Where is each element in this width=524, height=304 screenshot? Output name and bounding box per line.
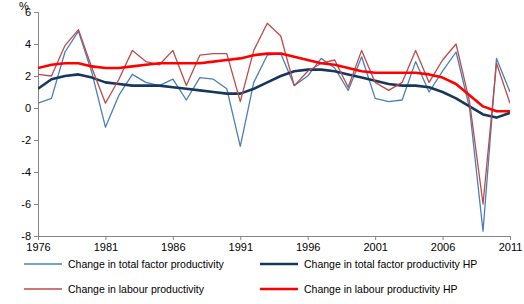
x-tick: 1976 xyxy=(26,236,50,253)
y-tick-mark xyxy=(34,108,38,109)
y-tick-mark xyxy=(34,76,38,77)
legend-label: Change in total factor productivity HP xyxy=(304,258,477,270)
y-tick-label: -2 xyxy=(21,134,31,146)
y-tick-mark xyxy=(34,12,38,13)
y-tick-mark xyxy=(34,172,38,173)
x-tick-mark xyxy=(105,236,106,240)
series-line xyxy=(38,23,510,204)
y-tick-mark xyxy=(34,44,38,45)
x-tick: 1981 xyxy=(94,236,118,253)
y-tick: 0 xyxy=(25,102,38,114)
y-tick-mark xyxy=(34,204,38,205)
y-tick-label: 4 xyxy=(25,38,31,50)
x-tick-label: 1976 xyxy=(26,241,50,253)
lines xyxy=(38,23,510,231)
y-tick: -2 xyxy=(21,134,38,146)
series-line xyxy=(38,31,510,231)
legend: Change in total factor productivity Chang… xyxy=(24,258,477,295)
y-tick: -6 xyxy=(21,198,38,210)
y-axis-line xyxy=(34,13,39,237)
series-line xyxy=(38,54,510,112)
x-tick-label: 2001 xyxy=(363,241,387,253)
legend-swatch xyxy=(260,263,298,266)
x-axis: 1976 1981 1986 1991 1996 2001 2006 2011 xyxy=(26,236,522,253)
y-tick-mark xyxy=(34,236,38,237)
x-tick-mark xyxy=(38,236,39,240)
x-tick-mark xyxy=(510,236,511,240)
x-tick: 2006 xyxy=(431,236,455,253)
y-tick-label: 0 xyxy=(25,102,31,114)
y-tick: 2 xyxy=(25,70,38,82)
x-tick-mark xyxy=(240,236,241,240)
legend-item: Change in total factor productivity xyxy=(24,258,225,270)
x-tick-mark xyxy=(443,236,444,240)
y-tick-label: -4 xyxy=(21,166,31,178)
y-tick-label: 2 xyxy=(25,70,31,82)
legend-item: Change in labour productivity xyxy=(24,283,205,295)
x-tick-label: 1996 xyxy=(296,241,320,253)
x-axis-line xyxy=(39,237,511,241)
x-tick: 2001 xyxy=(363,236,387,253)
y-tick: -4 xyxy=(21,166,38,178)
x-tick: 1996 xyxy=(296,236,320,253)
legend-label: Change in total factor productivity xyxy=(68,258,225,270)
legend-label: Change in labour productivity HP xyxy=(304,283,458,295)
y-tick: 4 xyxy=(25,38,38,50)
legend-item: Change in total factor productivity HP xyxy=(260,258,477,270)
chart: -8-6-4-202461976198119861991199620012006… xyxy=(0,0,524,304)
y-tick-mark xyxy=(34,140,38,141)
legend-swatch xyxy=(260,288,298,291)
x-tick-label: 1981 xyxy=(94,241,118,253)
x-tick-mark xyxy=(308,236,309,240)
y-axis: -8-6-4-20246 xyxy=(21,6,38,242)
x-tick-label: 2011 xyxy=(499,241,523,253)
y-tick-label: -6 xyxy=(21,198,31,210)
x-tick: 1991 xyxy=(229,236,253,253)
x-tick-label: 1991 xyxy=(229,241,253,253)
legend-item: Change in labour productivity HP xyxy=(260,283,458,295)
x-tick: 1986 xyxy=(161,236,185,253)
x-tick: 2011 xyxy=(499,236,523,253)
x-tick-mark xyxy=(173,236,174,240)
legend-swatch xyxy=(24,288,62,289)
legend-label: Change in labour productivity xyxy=(68,283,205,295)
y-axis-label: % xyxy=(19,0,29,12)
x-tick-label: 2006 xyxy=(431,241,455,253)
x-tick-mark xyxy=(375,236,376,240)
x-tick-label: 1986 xyxy=(161,241,185,253)
legend-swatch xyxy=(24,263,62,264)
plot-area: -8-6-4-202461976198119861991199620012006… xyxy=(21,6,522,253)
